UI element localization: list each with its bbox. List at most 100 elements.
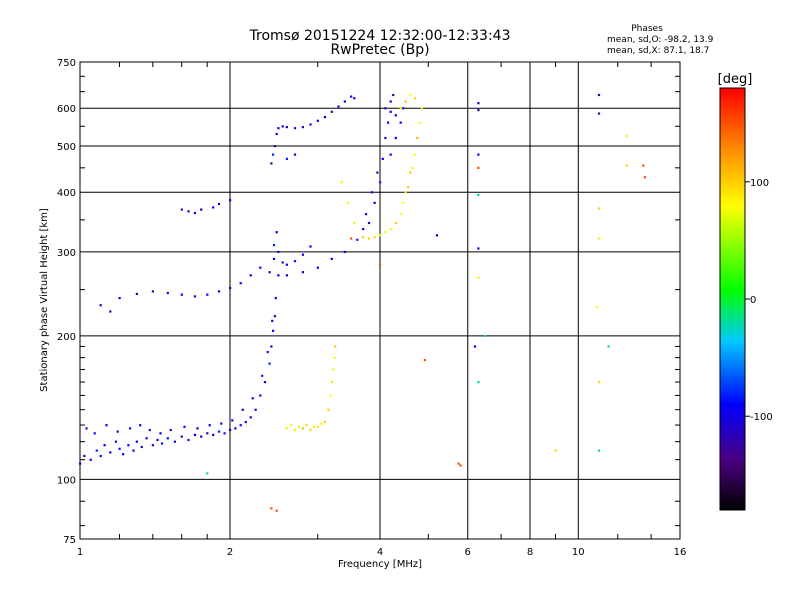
data-point [316,425,319,428]
x-tick-labels: 1 2 4 6 8 10 16 [77,547,687,558]
data-point [277,127,280,130]
data-point [272,244,276,247]
data-point [411,166,414,169]
colorbar-gradient [719,87,746,511]
data-point [99,304,102,307]
data-point [353,97,356,100]
chart-subtitle: RwPretec (Bp) [330,42,429,58]
data-point [217,290,221,293]
data-point [103,444,106,447]
data-point [285,126,288,129]
data-point [301,271,304,274]
data-point [350,237,353,240]
data-point [277,274,280,277]
data-point [293,428,297,432]
data-point [89,458,92,461]
data-point [206,472,209,475]
x-tick-label: 4 [377,547,383,558]
data-point [261,374,264,377]
data-point [231,419,234,422]
data-point [384,231,387,234]
data-point [217,430,221,433]
data-point [220,422,223,425]
data-point [249,274,252,277]
data-point [330,381,333,384]
data-point [297,425,301,428]
data-point [206,293,209,296]
data-point [293,127,297,130]
data-point [457,462,460,465]
x-axis-label: Frequency [MHz] [338,559,422,570]
data-point [420,107,423,110]
data-point [409,93,412,97]
data-point [332,368,335,371]
x-tick-label: 2 [227,547,233,558]
data-point [105,424,108,427]
data-point [597,449,601,452]
data-point [313,425,316,428]
data-point [477,109,480,112]
data-point [180,208,183,211]
data-point [477,276,480,279]
data-point [159,432,162,435]
data-point [270,507,273,510]
data-point [370,191,373,194]
data-point [402,201,405,204]
data-point [362,228,365,231]
data-point [316,119,319,122]
data-point [323,420,326,424]
data-point [392,93,395,97]
data-point [399,213,402,216]
data-point [116,430,119,433]
y-tick-label: 100 [57,475,76,486]
data-point [285,427,288,430]
phase-info-title: Phases [631,24,663,34]
y-tick-label: 75 [63,535,76,546]
y-tick-label: 300 [57,248,76,259]
data-point [139,424,142,427]
data-point [597,381,601,384]
data-point [281,125,284,128]
data-points [79,93,646,512]
data-point [404,191,407,194]
data-point [266,351,269,354]
data-point [394,114,397,117]
data-point [309,123,312,126]
data-point [384,107,387,110]
phase-info-x: mean, sd,X: 87.1, 18.7 [607,46,709,56]
y-axis-label: Stationary phase Virtual Height [km] [39,208,50,392]
chart-title: Tromsø 20151224 12:32:00-12:33:43 [249,28,511,44]
data-point [285,263,288,266]
data-point [340,181,343,184]
data-point [217,202,221,206]
data-point [95,449,98,452]
data-point [166,437,169,440]
data-point [595,305,599,309]
data-point [607,345,610,348]
data-point [406,186,410,189]
colorbar-tick-label: 0 [750,295,756,306]
data-point [362,236,365,239]
data-point [275,231,278,234]
data-point [373,201,376,204]
data-point [379,234,382,237]
data-point [135,292,138,295]
data-point [244,420,247,424]
data-point [127,444,130,447]
data-point [109,310,112,313]
data-point [239,282,242,285]
data-point [160,442,164,445]
data-point [389,110,392,113]
phase-info-o: mean, sd,O: -98.2, 13.9 [607,35,714,45]
data-point [118,447,121,450]
grid-lines [80,62,680,539]
data-point [114,440,117,443]
data-point [353,221,356,225]
data-point [272,153,275,156]
data-point [477,153,480,156]
data-point [642,164,645,167]
data-point [122,453,125,456]
data-point [151,290,154,293]
y-tick-labels: 75 100 200 300 400 500 600 750 [57,58,76,546]
data-point [129,427,132,430]
